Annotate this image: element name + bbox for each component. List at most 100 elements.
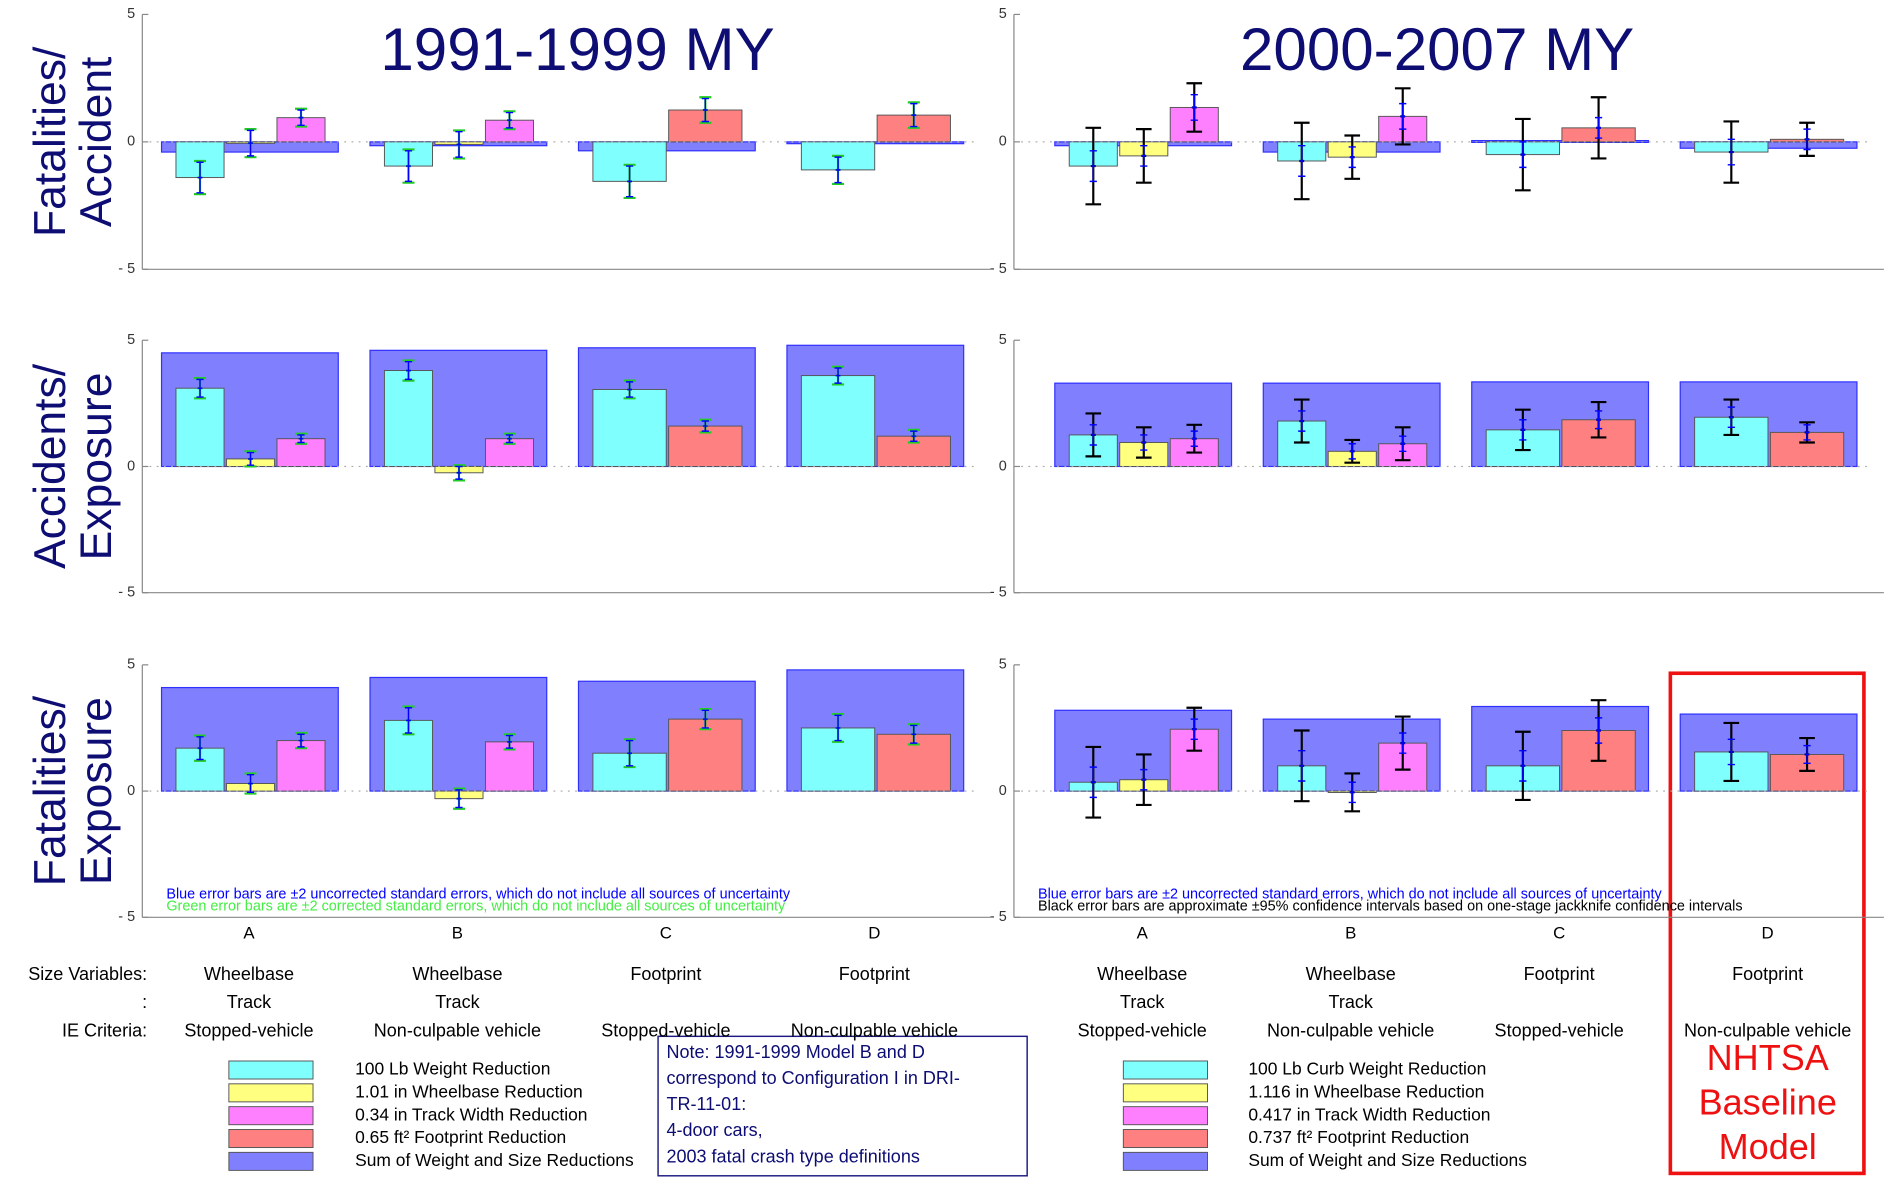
bar bbox=[383, 370, 434, 467]
error-bar bbox=[246, 773, 255, 794]
highlight-box bbox=[1668, 671, 1866, 1176]
table-row-label: IE Criteria: bbox=[62, 1020, 147, 1040]
size-variable: Footprint bbox=[1524, 964, 1595, 984]
error-bar bbox=[1594, 116, 1603, 139]
error-bar bbox=[1519, 141, 1527, 169]
y-tick-label: 5 bbox=[127, 6, 135, 22]
error-bar bbox=[1298, 144, 1306, 177]
error-bar bbox=[297, 434, 305, 444]
note-text: correspond to Configuration I in DRI- bbox=[666, 1068, 959, 1088]
error-bar bbox=[1519, 419, 1527, 441]
legend-label: 0.737 ft² Footprint Reduction bbox=[1248, 1127, 1469, 1147]
y-tick-label: 5 bbox=[999, 332, 1007, 348]
y-tick-label: 0 bbox=[999, 783, 1007, 799]
size-variable: Stopped-vehicle bbox=[1078, 1020, 1207, 1040]
error-bar bbox=[404, 150, 413, 183]
bar bbox=[175, 387, 225, 467]
error-bar bbox=[1594, 717, 1603, 744]
error-bar bbox=[297, 109, 305, 127]
y-tick-label: 5 bbox=[127, 657, 135, 673]
error-bar bbox=[1298, 410, 1306, 432]
note-text: TR-11-01: bbox=[666, 1094, 746, 1114]
size-variable: Stopped-vehicle bbox=[184, 1020, 313, 1040]
size-variable: Non-culpable vehicle bbox=[791, 1020, 958, 1040]
footnote: Blue error bars are ±2 uncorrected stand… bbox=[166, 886, 790, 902]
error-bar bbox=[505, 734, 514, 749]
error-bar bbox=[196, 161, 204, 194]
legend-label: Sum of Weight and Size Reductions bbox=[355, 1150, 634, 1170]
legend-swatch bbox=[228, 1151, 314, 1171]
error-bar bbox=[910, 430, 918, 442]
size-variable: Wheelbase bbox=[412, 964, 502, 984]
note-text: Note: 1991-1999 Model B and D bbox=[666, 1042, 924, 1062]
error-bar bbox=[297, 733, 305, 748]
y-tick-label: 5 bbox=[127, 332, 135, 348]
size-variable: Track bbox=[227, 992, 272, 1012]
size-variable: Track bbox=[1328, 992, 1373, 1012]
error-bar bbox=[246, 129, 255, 157]
y-tick-label: - 5 bbox=[990, 261, 1007, 277]
legend-swatch bbox=[228, 1106, 314, 1126]
error-bar bbox=[455, 465, 463, 480]
error-bar bbox=[1348, 146, 1356, 169]
error-bar bbox=[1399, 102, 1407, 130]
error-bar bbox=[625, 165, 634, 198]
error-bar bbox=[701, 709, 709, 729]
error-bar bbox=[1089, 424, 1097, 446]
error-bar bbox=[1140, 768, 1148, 791]
error-bar bbox=[1803, 744, 1811, 765]
table-row-label: Size Variables: bbox=[28, 964, 147, 984]
error-bar bbox=[1190, 430, 1198, 447]
error-bar bbox=[1803, 128, 1811, 151]
size-variable: Footprint bbox=[839, 964, 910, 984]
table-row-label: : bbox=[142, 992, 147, 1012]
highlight-text: Baseline bbox=[1699, 1081, 1837, 1122]
size-variable: Non-culpable vehicle bbox=[374, 1020, 541, 1040]
error-bar bbox=[196, 736, 204, 761]
legend-label: 100 Lb Curb Weight Reduction bbox=[1248, 1059, 1486, 1079]
error-bar bbox=[455, 789, 463, 809]
footnote: Black error bars are approximate ±95% co… bbox=[1038, 898, 1743, 914]
y-axis-label: Accident bbox=[72, 56, 121, 227]
error-bar bbox=[701, 97, 709, 123]
chart-title: 1991-1999 MY bbox=[380, 16, 774, 83]
size-variable: Footprint bbox=[1732, 964, 1803, 984]
error-bar bbox=[834, 367, 842, 384]
legend-label: 100 Lb Weight Reduction bbox=[355, 1059, 550, 1079]
error-bar bbox=[1519, 749, 1527, 782]
legend-label: 0.417 in Track Width Reduction bbox=[1248, 1104, 1490, 1124]
error-bar bbox=[1140, 144, 1148, 167]
error-bar bbox=[1089, 766, 1097, 799]
y-tick-label: - 5 bbox=[118, 261, 135, 277]
note-text: 2003 fatal crash type definitions bbox=[666, 1146, 919, 1166]
legend-swatch bbox=[1122, 1129, 1208, 1149]
error-bar bbox=[246, 451, 255, 466]
sum-bar bbox=[1679, 141, 1858, 149]
error-bar bbox=[1727, 738, 1735, 766]
legend-swatch bbox=[228, 1129, 314, 1149]
highlight-text: Model bbox=[1719, 1126, 1817, 1167]
y-tick-label: - 5 bbox=[990, 585, 1007, 601]
sum-bar bbox=[577, 141, 756, 152]
error-bar bbox=[404, 707, 413, 734]
error-bar bbox=[625, 739, 634, 767]
sum-bar bbox=[1471, 139, 1650, 143]
size-variable: Footprint bbox=[630, 964, 701, 984]
size-variable: Stopped-vehicle bbox=[601, 1020, 730, 1040]
error-bar bbox=[455, 130, 463, 158]
y-tick-label: 0 bbox=[127, 134, 135, 150]
error-bar bbox=[1190, 718, 1198, 741]
error-bar bbox=[1348, 443, 1356, 460]
error-bar bbox=[1727, 406, 1735, 429]
y-axis-label: Fatalities/ bbox=[26, 46, 75, 237]
legend-swatch bbox=[228, 1083, 314, 1103]
legend-label: 0.65 ft² Footprint Reduction bbox=[355, 1127, 566, 1147]
size-variable: Non-culpable vehicle bbox=[1684, 1020, 1851, 1040]
size-variable: Wheelbase bbox=[1097, 964, 1187, 984]
y-tick-label: 5 bbox=[999, 657, 1007, 673]
size-variable: Stopped-vehicle bbox=[1495, 1020, 1624, 1040]
chart-title: 2000-2007 MY bbox=[1240, 16, 1634, 83]
y-tick-label: 5 bbox=[999, 6, 1007, 22]
y-axis-label: Exposure bbox=[72, 373, 121, 561]
